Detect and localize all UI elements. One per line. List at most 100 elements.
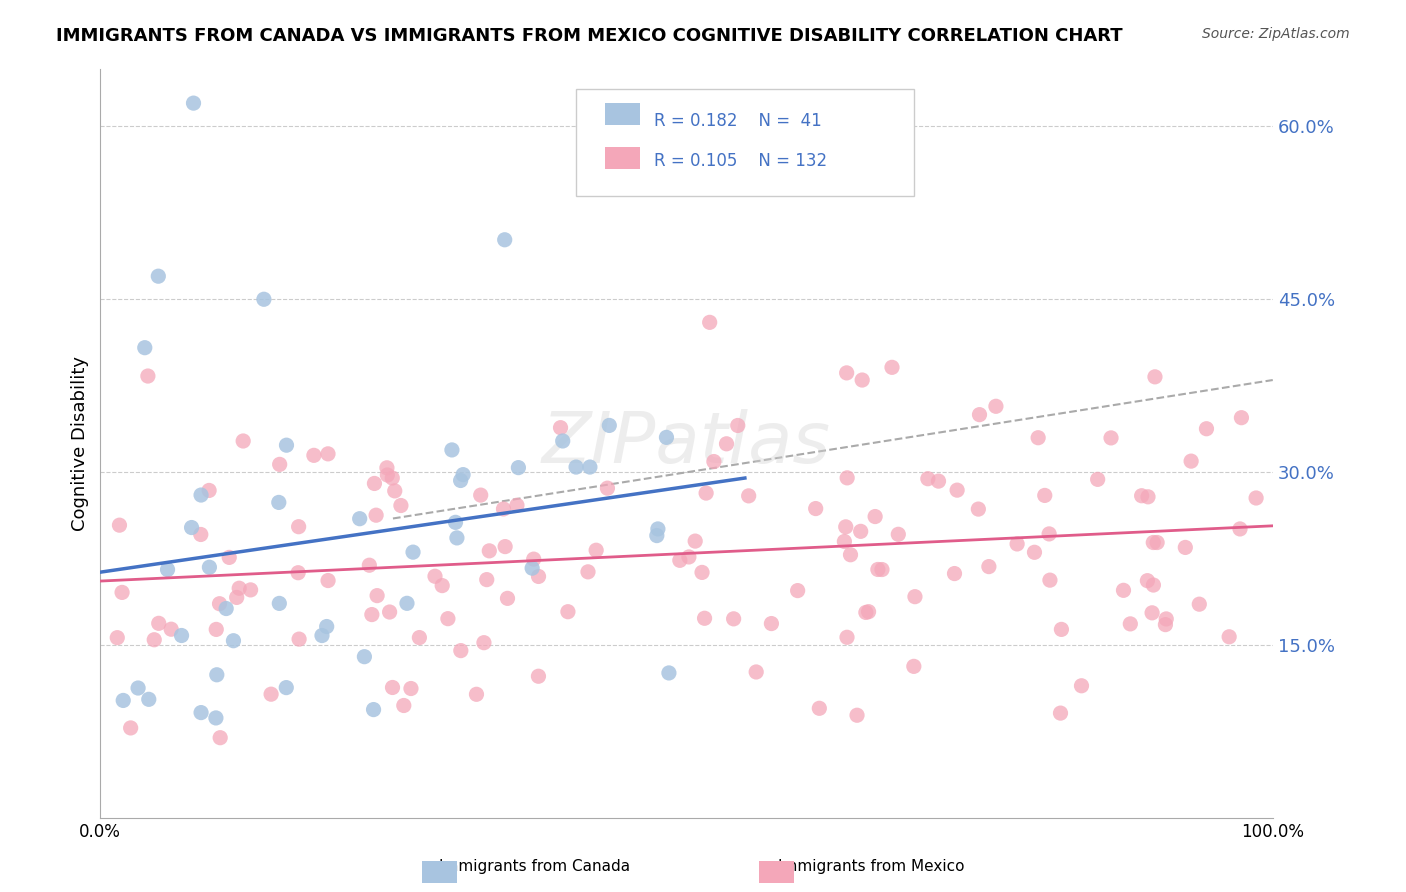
Point: [360, 607, 382, 622]
Point: [693, 611, 716, 625]
Point: [353, 649, 375, 664]
Point: [977, 559, 1000, 574]
Point: [444, 516, 467, 530]
Point: [160, 622, 183, 636]
Point: [835, 520, 858, 534]
Point: [1142, 578, 1164, 592]
Point: [267, 495, 290, 509]
Point: [190, 527, 212, 541]
Point: [1049, 706, 1071, 720]
Point: [120, 721, 142, 735]
Point: [311, 628, 333, 642]
Point: [967, 502, 990, 516]
Point: [1195, 422, 1218, 436]
Point: [1146, 535, 1168, 549]
Point: [156, 563, 179, 577]
Point: [232, 434, 254, 448]
Point: [1112, 583, 1135, 598]
Point: [134, 341, 156, 355]
Point: [1230, 410, 1253, 425]
Point: [761, 616, 783, 631]
Point: [846, 708, 869, 723]
Point: [363, 476, 385, 491]
Point: [381, 471, 404, 485]
Point: [837, 471, 859, 485]
Point: [1140, 606, 1163, 620]
Point: [260, 687, 283, 701]
Point: [585, 543, 607, 558]
Point: [392, 698, 415, 713]
Point: [1188, 597, 1211, 611]
Point: [377, 467, 399, 482]
Point: [190, 488, 212, 502]
Point: [492, 502, 515, 516]
Point: [1099, 431, 1122, 445]
Text: Source: ZipAtlas.com: Source: ZipAtlas.com: [1202, 27, 1350, 41]
Point: [579, 460, 602, 475]
Point: [1033, 488, 1056, 502]
Point: [218, 550, 240, 565]
Point: [472, 635, 495, 649]
Point: [470, 488, 492, 502]
Point: [858, 605, 880, 619]
Point: [1026, 431, 1049, 445]
Point: [269, 458, 291, 472]
Point: [208, 597, 231, 611]
Text: Immigrants from Canada: Immigrants from Canada: [439, 859, 630, 874]
Point: [551, 434, 574, 448]
Point: [716, 437, 738, 451]
Point: [440, 442, 463, 457]
Point: [1180, 454, 1202, 468]
Point: [927, 474, 949, 488]
Point: [205, 667, 228, 681]
Point: [1244, 491, 1267, 505]
Point: [855, 606, 877, 620]
Point: [655, 430, 678, 444]
Point: [316, 574, 339, 588]
Point: [112, 693, 135, 707]
Point: [253, 293, 276, 307]
Point: [1130, 489, 1153, 503]
Point: [1024, 545, 1046, 559]
Point: [834, 534, 856, 549]
Point: [215, 601, 238, 615]
Point: [288, 632, 311, 647]
Point: [363, 702, 385, 716]
Point: [287, 519, 309, 533]
Point: [446, 531, 468, 545]
Text: R = 0.182    N =  41: R = 0.182 N = 41: [654, 112, 821, 129]
Point: [863, 509, 886, 524]
Point: [804, 501, 827, 516]
Point: [475, 573, 498, 587]
Point: [1070, 679, 1092, 693]
Point: [105, 631, 128, 645]
Point: [669, 553, 692, 567]
Point: [598, 418, 620, 433]
Point: [494, 233, 516, 247]
Point: [786, 583, 808, 598]
Point: [451, 467, 474, 482]
Point: [887, 527, 910, 541]
Point: [366, 589, 388, 603]
Point: [465, 687, 488, 701]
Point: [450, 643, 472, 657]
Point: [138, 692, 160, 706]
Point: [1174, 541, 1197, 555]
Point: [839, 548, 862, 562]
Point: [239, 582, 262, 597]
Point: [984, 399, 1007, 413]
Y-axis label: Cognitive Disability: Cognitive Disability: [72, 356, 89, 531]
Point: [645, 528, 668, 542]
Point: [835, 630, 858, 644]
Point: [205, 711, 228, 725]
Point: [478, 544, 501, 558]
Point: [381, 681, 404, 695]
Point: [148, 269, 170, 284]
Point: [378, 605, 401, 619]
Point: [302, 448, 325, 462]
Point: [1050, 623, 1073, 637]
Point: [180, 520, 202, 534]
Point: [1119, 616, 1142, 631]
Point: [423, 569, 446, 583]
Point: [148, 616, 170, 631]
